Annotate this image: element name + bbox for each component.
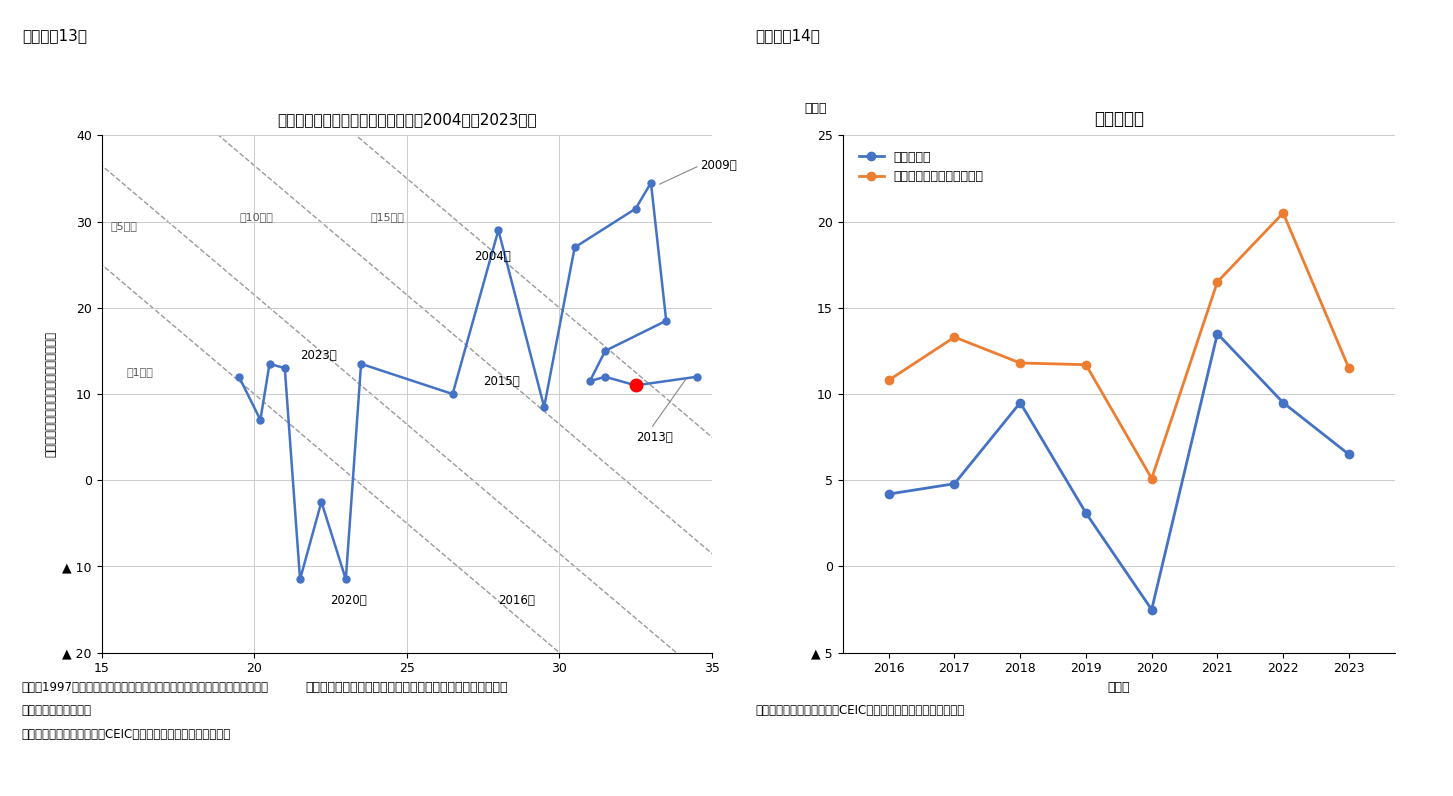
製造業全体 [1340, 450, 1357, 459]
Legend: 製造業全体, ハイテク・自動車製造業計: 製造業全体, ハイテク・自動車製造業計 [854, 146, 989, 188]
ハイテク・自動車製造業計 [1209, 277, 1226, 287]
ハイテク・自動車製造業計 [1340, 363, 1357, 373]
ハイテク・自動車製造業計 [1011, 358, 1029, 368]
Text: 〔5％〕: 〔5％〕 [110, 220, 138, 231]
Text: （％）: （％） [804, 102, 827, 115]
Text: 2013年: 2013年 [636, 431, 673, 443]
製造業全体 [1144, 605, 1161, 615]
Text: （資料）中国国家統計局、CEICより、ニッセイ基礎研究所作成: （資料）中国国家統計局、CEICより、ニッセイ基礎研究所作成 [22, 728, 231, 741]
Text: （図表－13）: （図表－13） [22, 28, 87, 43]
Text: 2016年: 2016年 [498, 595, 535, 607]
Title: 製造業投資: 製造業投資 [1094, 110, 1144, 128]
Text: （注）1997年を起点とするベンチマークイヤー法により推計。点線の曲線: （注）1997年を起点とするベンチマークイヤー法により推計。点線の曲線 [22, 681, 269, 693]
ハイテク・自動車製造業計 [1077, 360, 1094, 369]
Text: 2023年: 2023年 [299, 349, 337, 361]
Title: 製造業の設備資本ストック循環図（2004年～2023年）: 製造業の設備資本ストック循環図（2004年～2023年） [278, 112, 536, 127]
Text: は期待成長率に対応。: は期待成長率に対応。 [22, 704, 92, 717]
製造業全体 [946, 479, 963, 489]
製造業全体 [1209, 329, 1226, 338]
製造業全体 [1077, 508, 1094, 517]
製造業全体 [881, 490, 898, 499]
ハイテク・自動車製造業計 [1144, 474, 1161, 483]
Text: （資料）中国国家統計局、CEICより、ニッセイ基礎研究所作成: （資料）中国国家統計局、CEICより、ニッセイ基礎研究所作成 [756, 704, 965, 717]
製造業全体 [1274, 398, 1292, 408]
Text: 〔1％〕: 〔1％〕 [126, 368, 153, 377]
Text: 2020年: 2020年 [331, 595, 368, 607]
X-axis label: （前年の設備資本ストックに対する設備投資額の比率、％）: （前年の設備資本ストックに対する設備投資額の比率、％） [305, 681, 509, 694]
Text: 2004年: 2004年 [474, 250, 510, 263]
Text: （図表－14）: （図表－14） [756, 28, 821, 43]
Text: 〔15％〕: 〔15％〕 [371, 213, 404, 222]
Text: 2009年: 2009年 [700, 159, 737, 172]
ハイテク・自動車製造業計 [1274, 208, 1292, 217]
X-axis label: （年）: （年） [1107, 681, 1130, 694]
Text: 〔10％〕: 〔10％〕 [238, 213, 273, 222]
Text: 2015年: 2015年 [482, 375, 520, 388]
Y-axis label: （製造業設備投資の前年比伸び率、％）: （製造業設備投資の前年比伸び率、％） [44, 331, 57, 457]
ハイテク・自動車製造業計 [946, 332, 963, 341]
Line: ハイテク・自動車製造業計: ハイテク・自動車製造業計 [885, 209, 1353, 482]
製造業全体 [1011, 398, 1029, 408]
Line: 製造業全体: 製造業全体 [885, 330, 1353, 614]
ハイテク・自動車製造業計 [881, 376, 898, 385]
